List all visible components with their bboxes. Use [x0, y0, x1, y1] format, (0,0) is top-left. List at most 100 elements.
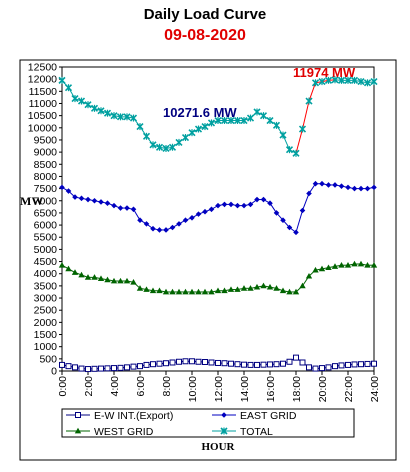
- data-point-e-w-int-export: [195, 358, 202, 365]
- x-tick-label: 10:00: [187, 376, 199, 402]
- data-point-total: [324, 76, 333, 84]
- data-point-e-w-int-export: [143, 361, 150, 368]
- data-point-total: [311, 79, 320, 87]
- data-point-e-w-int-export: [182, 358, 189, 365]
- data-point-west-grid: [221, 287, 228, 294]
- data-point-east-grid: [234, 202, 241, 209]
- series-line-total: [295, 128, 303, 154]
- data-point-e-w-int-export: [306, 364, 312, 371]
- data-point-e-w-int-export: [72, 364, 78, 371]
- y-tick-label: 6000: [34, 220, 58, 232]
- y-tick-label: 500: [39, 353, 57, 365]
- data-point-total: [103, 109, 112, 117]
- data-point-west-grid: [325, 264, 332, 271]
- data-point-e-w-int-export: [267, 361, 273, 368]
- data-point-total: [292, 149, 300, 157]
- legend-swatch-marker: [74, 427, 82, 434]
- data-point-west-grid: [305, 272, 313, 279]
- data-point-west-grid: [65, 265, 72, 272]
- y-tick-label: 12500: [28, 62, 57, 74]
- legend-swatch-marker: [75, 412, 81, 418]
- data-point-east-grid: [345, 184, 351, 191]
- data-point-e-w-int-export: [293, 354, 299, 361]
- x-tick-label: 18:00: [291, 376, 303, 402]
- data-point-east-grid: [156, 227, 163, 233]
- data-point-east-grid: [273, 210, 280, 216]
- data-point-e-w-int-export: [189, 358, 195, 365]
- x-tick-label: 24:00: [369, 376, 381, 402]
- data-point-e-w-int-export: [325, 364, 332, 371]
- data-point-west-grid: [279, 287, 287, 294]
- legend-label: EAST GRID: [240, 410, 297, 422]
- data-point-east-grid: [91, 197, 98, 204]
- y-tick-label: 6500: [34, 207, 58, 219]
- data-point-west-grid: [364, 262, 371, 268]
- data-point-west-grid: [130, 279, 137, 285]
- data-point-west-grid: [169, 288, 176, 295]
- data-point-east-grid: [59, 184, 65, 191]
- data-point-east-grid: [280, 217, 286, 224]
- data-point-total: [207, 119, 216, 127]
- data-point-e-w-int-export: [221, 360, 228, 367]
- data-point-e-w-int-export: [260, 361, 267, 368]
- data-point-east-grid: [176, 221, 182, 227]
- data-point-east-grid: [143, 221, 150, 227]
- data-point-total: [155, 143, 164, 151]
- data-point-total: [350, 76, 359, 84]
- data-point-west-grid: [357, 260, 365, 267]
- data-point-e-w-int-export: [280, 360, 286, 367]
- chart-title: Daily Load Curve: [143, 6, 267, 23]
- data-point-e-w-int-export: [247, 361, 254, 368]
- legend-box: [61, 408, 355, 438]
- data-point-e-w-int-export: [163, 360, 169, 367]
- data-point-total: [84, 101, 92, 109]
- x-tick-label: 20:00: [317, 376, 329, 402]
- data-point-total: [331, 76, 339, 84]
- data-point-total: [188, 129, 196, 137]
- data-point-east-grid: [241, 202, 247, 209]
- data-point-total: [175, 138, 183, 146]
- data-point-total: [194, 125, 203, 133]
- data-point-west-grid: [91, 274, 98, 280]
- y-tick-label: 11000: [29, 98, 58, 110]
- data-point-east-grid: [351, 185, 358, 192]
- data-point-e-w-int-export: [208, 359, 215, 366]
- data-point-east-grid: [332, 182, 338, 188]
- annotation-label: 10271.6 MW: [163, 105, 237, 120]
- data-point-e-w-int-export: [117, 364, 124, 371]
- y-tick-label: 9000: [34, 147, 58, 159]
- y-tick-label: 8500: [34, 159, 58, 171]
- data-point-total: [298, 125, 307, 133]
- data-point-west-grid: [240, 285, 248, 291]
- legend-label: E-W INT.(Export): [94, 410, 173, 422]
- data-point-total: [214, 116, 222, 125]
- data-point-east-grid: [338, 183, 345, 189]
- y-tick-label: 10000: [28, 122, 57, 134]
- data-point-total: [285, 146, 294, 154]
- data-point-e-w-int-export: [104, 365, 111, 372]
- data-point-west-grid: [351, 260, 358, 267]
- data-point-west-grid: [156, 287, 163, 294]
- data-point-west-grid: [208, 288, 215, 295]
- data-point-east-grid: [371, 184, 377, 191]
- annotation-label: 11974 MW: [293, 65, 356, 80]
- data-point-east-grid: [202, 208, 208, 215]
- data-point-east-grid: [228, 201, 234, 208]
- data-point-total: [370, 78, 378, 86]
- legend-swatch-marker: [220, 427, 228, 435]
- data-point-total: [240, 116, 248, 125]
- y-tick-label: 3500: [34, 280, 58, 292]
- x-tick-label: 2:00: [83, 376, 95, 397]
- y-tick-label: 2500: [34, 305, 58, 317]
- data-point-east-grid: [195, 211, 202, 217]
- y-tick-label: 12000: [28, 74, 57, 86]
- y-tick-label: 4000: [34, 268, 58, 280]
- data-point-west-grid: [286, 288, 293, 295]
- data-point-e-w-int-export: [338, 362, 345, 369]
- x-tick-label: 6:00: [135, 376, 147, 397]
- series-line-east-grid: [302, 193, 310, 211]
- data-point-west-grid: [318, 265, 326, 272]
- data-point-total: [97, 107, 105, 115]
- data-point-e-w-int-export: [176, 358, 182, 365]
- data-point-west-grid: [214, 287, 222, 294]
